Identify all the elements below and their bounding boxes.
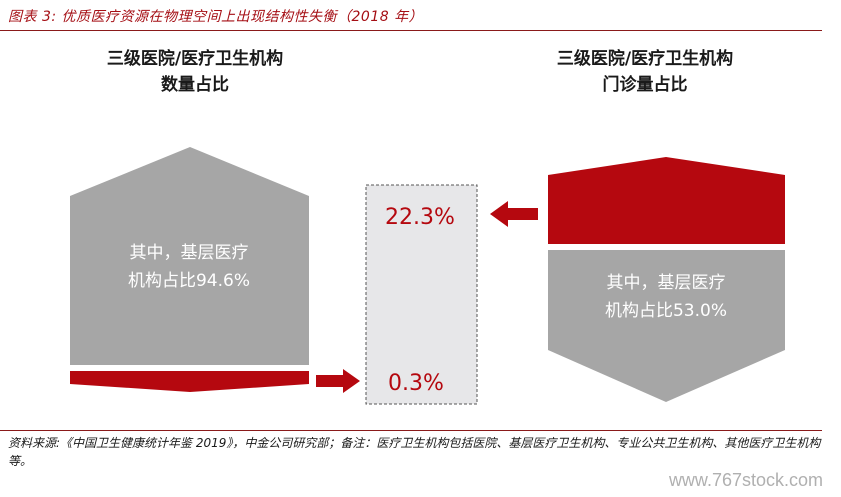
left-other-shape xyxy=(70,147,309,365)
left-tertiary-share-label: 0.3% xyxy=(388,371,444,396)
share-highlight-box xyxy=(365,184,478,405)
left-panel-heading: 三级医院/医疗卫生机构 数量占比 xyxy=(70,46,320,98)
source-note: 资料来源:《中国卫生健康统计年鉴 2019》，中金公司研究部；备注：医疗卫生机构… xyxy=(8,436,821,468)
right-panel-title-line1: 三级医院/医疗卫生机构 xyxy=(556,49,734,69)
right-other-shape xyxy=(548,250,785,402)
arrow-left xyxy=(490,201,538,227)
left-panel-title-line1: 三级医院/医疗卫生机构 xyxy=(106,49,284,69)
bottom-rule xyxy=(0,430,822,431)
right-panel-heading: 三级医院/医疗卫生机构 门诊量占比 xyxy=(520,46,770,98)
arrow-right xyxy=(316,369,360,393)
figure-title: 图表 3: 优质医疗资源在物理空间上出现结构性失衡（2018 年） xyxy=(8,9,424,25)
right-tertiary-share-label: 22.3% xyxy=(385,205,455,230)
right-grassroots-label-line1: 其中，基层医疗 xyxy=(607,273,726,293)
left-tertiary-bar xyxy=(70,371,309,392)
left-grassroots-label-line2: 机构占比94.6% xyxy=(128,271,250,291)
top-rule xyxy=(0,30,822,31)
right-grassroots-label-line2: 机构占比53.0% xyxy=(605,301,727,321)
left-panel-title-line2: 数量占比 xyxy=(161,75,229,95)
right-tertiary-shape xyxy=(548,157,785,244)
left-grassroots-label-line1: 其中，基层医疗 xyxy=(130,243,249,263)
watermark: www.767stock.com xyxy=(668,470,823,490)
right-panel-title-line2: 门诊量占比 xyxy=(602,75,688,95)
